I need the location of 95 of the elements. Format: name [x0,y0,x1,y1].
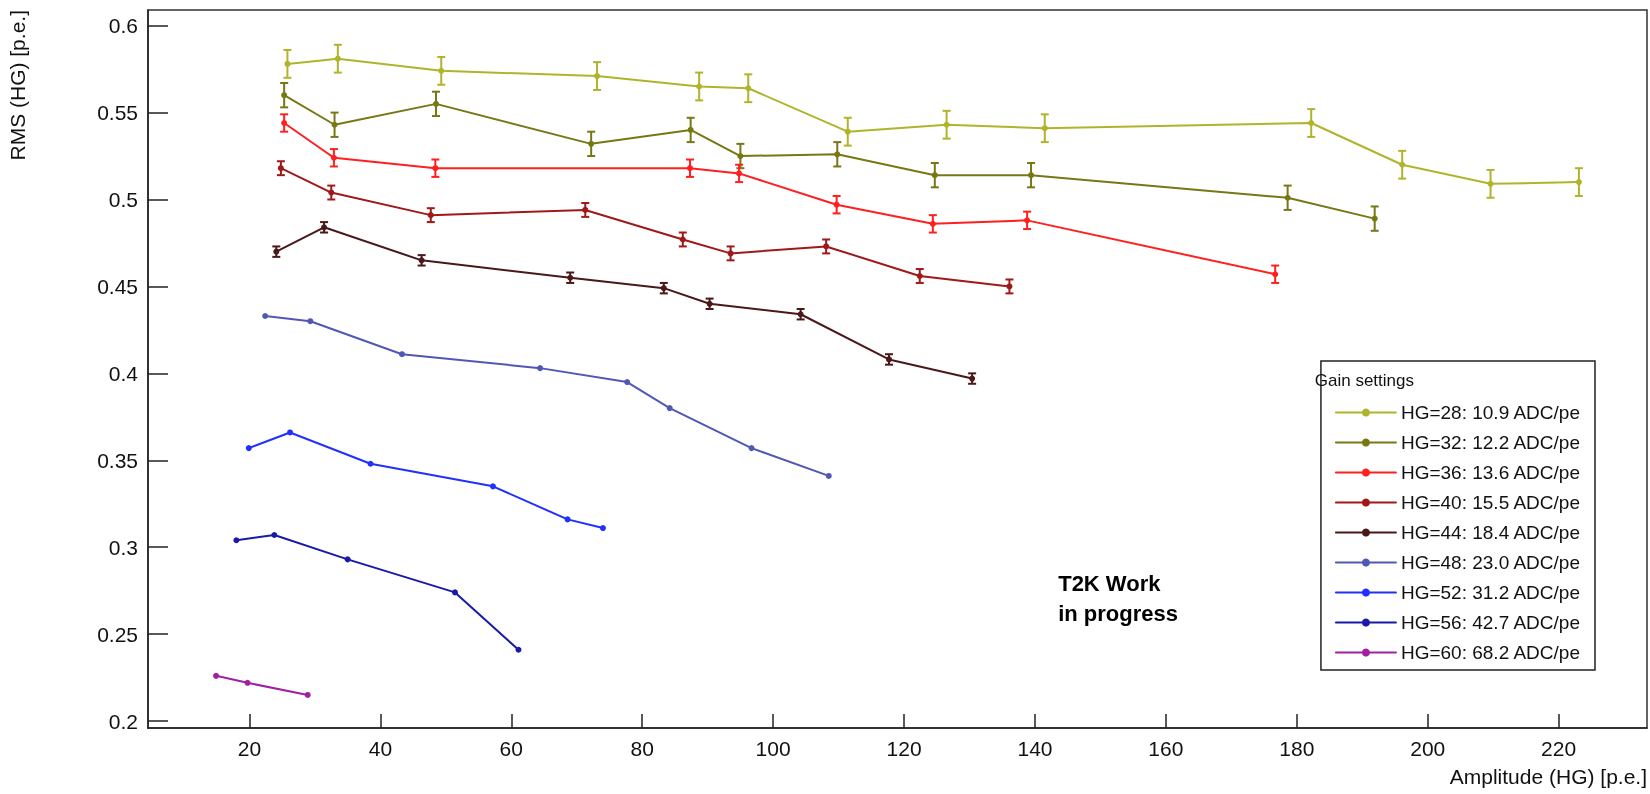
point [245,445,252,452]
y-tick-label: 0.45 [97,274,138,298]
x-tick-label: 40 [368,737,393,760]
y-tick-label: 0.25 [97,622,138,646]
point [1041,125,1048,132]
point [244,679,251,686]
point [833,201,840,208]
legend-label: HG=56: 42.7 ADC/pe [1400,612,1580,633]
point [489,483,496,490]
point [1575,179,1582,186]
point [271,532,278,539]
point [844,128,851,135]
y-tick-label: 0.4 [108,361,139,385]
point [213,672,220,679]
y-tick-label: 0.2 [108,709,138,733]
point [398,351,405,358]
point [696,83,703,90]
point [281,92,288,99]
x-tick-label: 80 [630,737,654,760]
legend-label: HG=36: 13.6 ADC/pe [1400,462,1580,483]
point [1024,217,1031,224]
point [594,73,601,80]
x-tick-label: 140 [1017,737,1053,760]
legend-label: HG=60: 68.2 ADC/pe [1400,642,1580,663]
point [233,537,240,544]
point [737,153,744,160]
x-tick-label: 60 [499,737,523,760]
point [433,100,440,107]
point [277,165,284,172]
x-tick-label: 180 [1279,737,1315,760]
point [1399,161,1406,168]
point [1028,172,1035,179]
point [281,120,288,126]
point [588,140,595,147]
point [582,206,589,213]
x-tick-label: 120 [886,737,922,760]
point [1308,120,1315,126]
point [679,236,686,243]
point [331,121,338,128]
x-tick-label: 20 [237,737,262,760]
point [823,243,830,250]
y-tick-label: 0.55 [97,101,138,125]
point [537,365,544,372]
point [943,121,950,128]
point [825,472,832,479]
point [307,318,314,325]
legend-label: HG=40: 15.5 ADC/pe [1400,492,1580,513]
point [438,67,445,74]
point [515,646,522,653]
legend-label: HG=44: 18.4 ADC/pe [1400,522,1580,543]
y-tick-label: 0.3 [108,535,138,559]
point [1284,194,1291,201]
point [1487,180,1494,187]
point [432,165,439,172]
point [929,220,936,227]
y-tick-label: 0.35 [97,448,138,472]
point [287,429,294,436]
point [344,556,351,563]
point [666,405,673,412]
point [452,589,458,596]
point [1371,215,1378,222]
legend-label: HG=52: 31.2 ADC/pe [1400,582,1580,603]
point [687,165,693,172]
point [748,445,755,452]
point [1272,271,1279,278]
legend-label: HG=48: 23.0 ADC/pe [1400,552,1580,573]
point [599,525,606,532]
legend-label: HG=32: 12.2 ADC/pe [1400,432,1580,453]
y-axis-title: RMS (HG) [p.e.] [6,10,29,161]
point [1006,283,1013,290]
point [931,172,938,179]
point [834,151,841,158]
point [367,460,374,467]
point [330,154,337,161]
y-tick-label: 0.5 [108,188,138,211]
point [745,85,752,92]
point [262,312,269,319]
point [304,691,311,698]
x-tick-label: 220 [1541,737,1577,760]
x-tick-label: 100 [755,737,791,760]
point [916,272,923,279]
x-axis-title: Amplitude (HG) [p.e.] [1449,765,1647,788]
x-tick-label: 160 [1148,737,1184,760]
point [624,379,631,386]
x-tick-label: 200 [1410,737,1446,760]
point [427,212,434,219]
point [564,516,571,523]
legend-label: HG=28: 10.9 ADC/pe [1400,402,1580,423]
point [334,55,341,62]
point [284,60,291,67]
point [727,250,734,257]
point [660,285,667,292]
point [687,126,694,133]
annotation: T2K Work in progress [1058,570,1178,626]
y-tick-label: 0.6 [108,14,138,38]
